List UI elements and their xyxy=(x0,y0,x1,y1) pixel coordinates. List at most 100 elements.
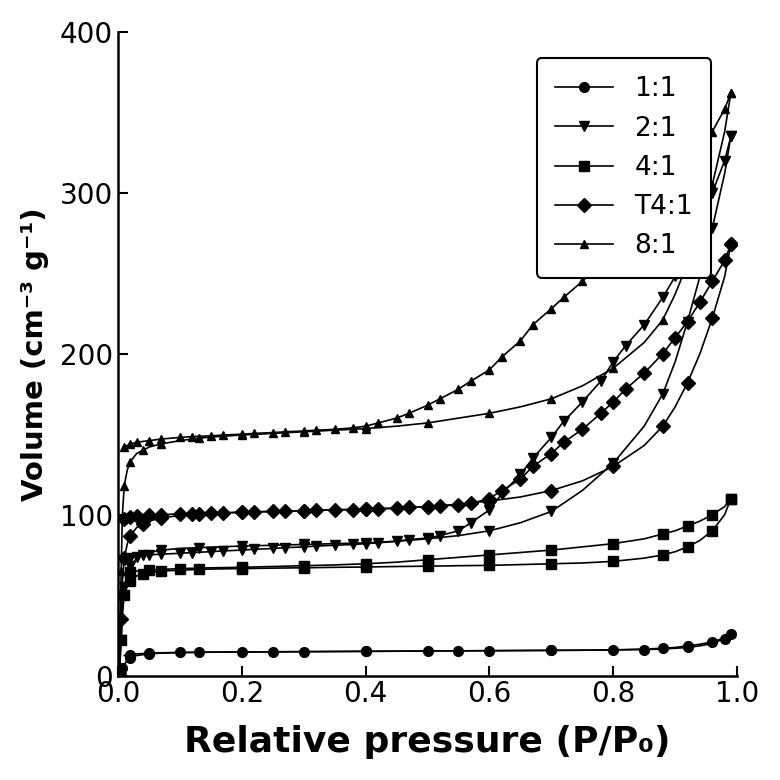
2:1 xyxy=(695,271,704,281)
8:1 xyxy=(237,431,246,440)
2:1 xyxy=(119,583,129,592)
2:1 xyxy=(268,541,278,550)
1:1 xyxy=(157,648,166,658)
1:1 xyxy=(671,644,680,653)
2:1 xyxy=(122,569,132,579)
1:1 xyxy=(299,647,308,656)
1:1 xyxy=(484,646,494,655)
4:1 xyxy=(707,526,717,535)
1:1 xyxy=(392,647,401,656)
8:1 xyxy=(132,448,141,458)
4:1 xyxy=(484,561,494,570)
8:1 xyxy=(116,566,126,576)
1:1 xyxy=(119,660,129,669)
4:1 xyxy=(237,564,246,573)
T4:1 xyxy=(720,271,729,281)
T4:1 xyxy=(115,651,125,661)
8:1 xyxy=(119,481,129,491)
T4:1 xyxy=(138,519,147,529)
1:1 xyxy=(658,644,668,654)
Line: 4:1: 4:1 xyxy=(114,494,736,679)
Legend: 1:1, 2:1, 4:1, T4:1, 8:1: 1:1, 2:1, 4:1, T4:1, 8:1 xyxy=(537,58,711,278)
T4:1 xyxy=(423,502,432,512)
4:1 xyxy=(726,494,736,503)
4:1 xyxy=(268,563,278,573)
4:1 xyxy=(682,542,692,551)
1:1 xyxy=(118,664,127,673)
T4:1 xyxy=(578,477,587,486)
1:1 xyxy=(361,647,370,656)
4:1 xyxy=(144,568,154,577)
T4:1 xyxy=(707,314,717,323)
2:1 xyxy=(194,543,204,552)
T4:1 xyxy=(299,506,308,516)
T4:1 xyxy=(516,492,525,502)
T4:1 xyxy=(695,349,704,359)
1:1 xyxy=(682,643,692,652)
8:1 xyxy=(695,224,704,233)
2:1 xyxy=(144,548,154,557)
8:1 xyxy=(671,289,680,299)
T4:1 xyxy=(671,402,680,412)
8:1 xyxy=(423,418,432,427)
1:1 xyxy=(132,651,141,660)
2:1 xyxy=(118,607,127,616)
8:1 xyxy=(194,434,204,443)
2:1 xyxy=(547,507,556,516)
8:1 xyxy=(299,427,308,437)
T4:1 xyxy=(547,486,556,495)
T4:1 xyxy=(658,421,668,431)
8:1 xyxy=(720,127,729,136)
T4:1 xyxy=(176,511,185,520)
2:1 xyxy=(330,539,339,548)
1:1 xyxy=(640,645,649,654)
8:1 xyxy=(578,381,587,391)
T4:1 xyxy=(114,668,123,678)
8:1 xyxy=(268,429,278,438)
4:1 xyxy=(392,562,401,571)
1:1 xyxy=(237,647,246,657)
2:1 xyxy=(658,389,668,399)
8:1 xyxy=(454,413,463,423)
T4:1 xyxy=(119,554,129,563)
4:1 xyxy=(138,569,147,579)
8:1 xyxy=(726,88,736,98)
4:1 xyxy=(118,610,127,619)
T4:1 xyxy=(330,505,339,515)
4:1 xyxy=(658,550,668,559)
8:1 xyxy=(144,442,154,452)
1:1 xyxy=(423,647,432,656)
8:1 xyxy=(608,363,618,373)
2:1 xyxy=(176,544,185,553)
1:1 xyxy=(122,656,132,665)
T4:1 xyxy=(726,239,736,249)
2:1 xyxy=(726,132,736,141)
2:1 xyxy=(707,224,717,233)
2:1 xyxy=(299,540,308,549)
4:1 xyxy=(176,566,185,575)
8:1 xyxy=(122,465,132,474)
4:1 xyxy=(194,565,204,574)
4:1 xyxy=(114,669,123,679)
4:1 xyxy=(299,563,308,573)
8:1 xyxy=(484,409,494,418)
2:1 xyxy=(640,421,649,431)
4:1 xyxy=(119,590,129,600)
1:1 xyxy=(454,646,463,655)
1:1 xyxy=(194,647,204,657)
4:1 xyxy=(578,558,587,568)
1:1 xyxy=(144,649,154,658)
8:1 xyxy=(682,259,692,268)
8:1 xyxy=(157,439,166,448)
2:1 xyxy=(361,538,370,548)
T4:1 xyxy=(361,505,370,514)
4:1 xyxy=(695,536,704,545)
2:1 xyxy=(423,534,432,544)
1:1 xyxy=(268,647,278,657)
4:1 xyxy=(330,562,339,572)
4:1 xyxy=(671,547,680,556)
1:1 xyxy=(516,646,525,655)
8:1 xyxy=(330,426,339,435)
T4:1 xyxy=(212,509,222,518)
2:1 xyxy=(126,562,135,571)
